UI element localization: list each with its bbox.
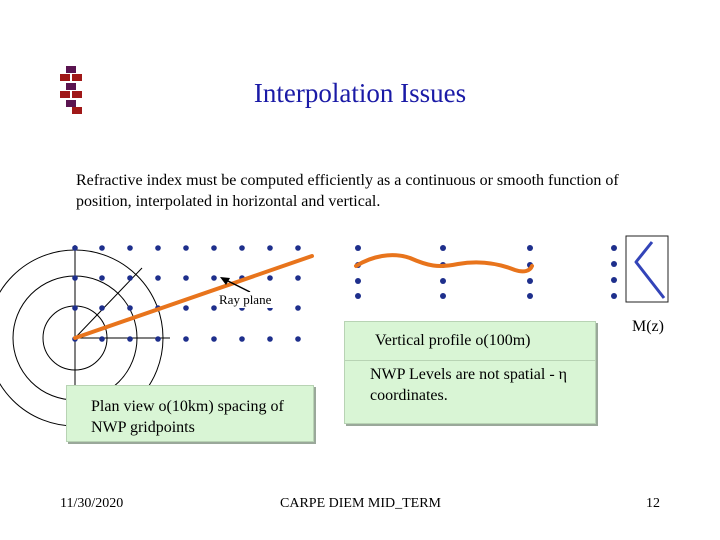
gridpoint-dot xyxy=(99,336,105,342)
footer-date: 11/30/2020 xyxy=(60,496,124,511)
gridpoint-dot xyxy=(99,305,105,311)
vertical-profile-curve xyxy=(354,253,534,274)
vertical-profile-box: Vertical profile o(100m) xyxy=(344,321,596,363)
gridpoint-dot xyxy=(295,275,301,281)
page-title: Interpolation Issues xyxy=(253,78,467,108)
gridpoint-dot xyxy=(183,275,189,281)
page-number: 12 xyxy=(646,496,660,511)
gridpoint-dot xyxy=(267,275,273,281)
gridpoint-dot xyxy=(239,336,245,342)
profile-gridpoints xyxy=(355,245,533,299)
gridpoint-dot xyxy=(127,275,133,281)
vertical-profile-label: Vertical profile o(100m) xyxy=(375,332,531,349)
gridpoint-dot xyxy=(211,305,217,311)
gridpoint-dot xyxy=(183,245,189,251)
gridpoint-dot xyxy=(611,293,617,299)
logo-icon xyxy=(60,66,82,114)
mz-label: M(z) xyxy=(632,318,664,335)
gridpoint-dot xyxy=(611,245,617,251)
gridpoint-dot xyxy=(155,245,161,251)
gridpoint-dot xyxy=(211,275,217,281)
plan-view-label: Plan view o(10km) spacing of NWP gridpoi… xyxy=(91,398,284,436)
gridpoint-dot xyxy=(211,245,217,251)
gridpoint-dot xyxy=(127,305,133,311)
gridpoint-dot xyxy=(239,245,245,251)
plan-gridpoints xyxy=(72,245,301,342)
mz-profile-line xyxy=(634,241,666,299)
ray-label-arrowhead xyxy=(220,277,230,285)
footer-title: CARPE DIEM MID_TERM xyxy=(280,496,442,511)
mz-frame xyxy=(625,235,669,303)
gridpoint-dot xyxy=(99,245,105,251)
gridpoint-dot xyxy=(527,245,533,251)
gridpoint-dot xyxy=(267,336,273,342)
gridpoint-dot xyxy=(527,278,533,284)
gridpoint-dot xyxy=(72,275,78,281)
nwp-levels-box: NWP Levels are not spatial - η coordinat… xyxy=(344,360,596,424)
gridpoint-dot xyxy=(295,305,301,311)
gridpoint-dot xyxy=(355,293,361,299)
gridpoint-dot xyxy=(155,275,161,281)
gridpoint-dot xyxy=(355,278,361,284)
gridpoint-dot xyxy=(355,245,361,251)
gridpoint-dot xyxy=(99,275,105,281)
ray-plane-label: Ray plane xyxy=(217,292,274,308)
mz-gridpoints xyxy=(611,245,617,299)
gridpoint-dot xyxy=(611,277,617,283)
ray-label-arrow xyxy=(223,278,251,293)
gridpoint-dot xyxy=(267,245,273,251)
gridpoint-dot xyxy=(72,245,78,251)
gridpoint-dot xyxy=(211,336,217,342)
gridpoint-dot xyxy=(127,245,133,251)
gridpoint-dot xyxy=(183,305,189,311)
gridpoint-dot xyxy=(611,261,617,267)
gridpoint-dot xyxy=(440,293,446,299)
body-text: Refractive index must be computed effici… xyxy=(76,172,619,210)
gridpoint-dot xyxy=(295,336,301,342)
gridpoint-dot xyxy=(72,305,78,311)
ray-plane-line xyxy=(73,254,314,340)
gridpoint-dot xyxy=(127,336,133,342)
gridpoint-dot xyxy=(183,336,189,342)
nwp-levels-label: NWP Levels are not spatial - η coordinat… xyxy=(370,366,568,404)
gridpoint-dot xyxy=(440,278,446,284)
gridpoint-dot xyxy=(440,245,446,251)
gridpoint-dot xyxy=(527,293,533,299)
plan-view-box: Plan view o(10km) spacing of NWP gridpoi… xyxy=(66,385,314,442)
gridpoint-dot xyxy=(295,245,301,251)
gridpoint-dot xyxy=(155,336,161,342)
